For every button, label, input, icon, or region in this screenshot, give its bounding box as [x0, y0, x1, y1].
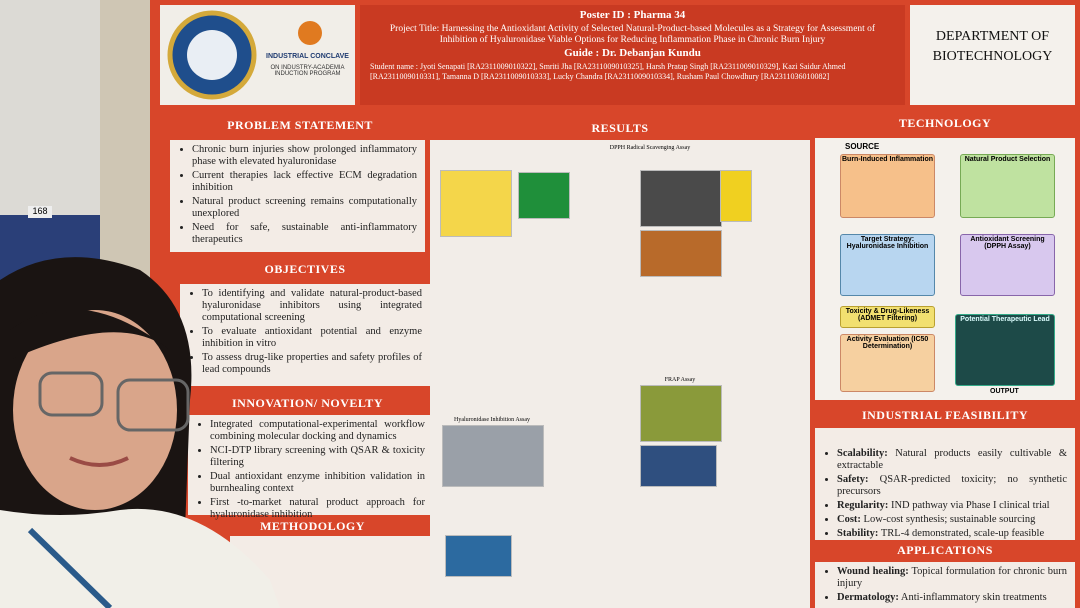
problem-list: Chronic burn injuries show prolonged inf… — [178, 144, 417, 246]
figure — [640, 170, 722, 227]
feasibility-list: Scalability: Natural products easily cul… — [823, 448, 1067, 540]
title-panel: Poster ID : Pharma 34 Project Title: Har… — [360, 5, 905, 105]
objectives-box: To identifying and validate natural-prod… — [180, 284, 430, 386]
tech-step: Natural Product Selection — [960, 154, 1055, 218]
tech-step: Toxicity & Drug-Likeness (ADMET Filterin… — [840, 306, 935, 328]
list-item: Scalability: Natural products easily cul… — [837, 448, 1067, 472]
tech-step: Potential Therapeutic Lead — [955, 314, 1055, 386]
list-item: To assess drug-like properties and safet… — [202, 352, 422, 376]
glasses — [38, 371, 104, 417]
section-title: OBJECTIVES — [264, 262, 346, 276]
item-text: TRL-4 demonstrated, scale-up feasible — [878, 528, 1045, 539]
item-term: Wound healing: — [837, 566, 909, 577]
source-label: SOURCE — [845, 142, 880, 151]
figure — [640, 385, 722, 442]
department: DEPARTMENT OF BIOTECHNOLOGY — [910, 5, 1075, 105]
section-title: INDUSTRIAL FEASIBILITY — [861, 408, 1029, 422]
innovation-list: Integrated computational-experimental wo… — [196, 419, 425, 521]
item-text: IND pathway via Phase I clinical trial — [888, 500, 1050, 511]
list-item: To evaluate antioxidant potential and en… — [202, 326, 422, 350]
fringe — [10, 309, 170, 360]
tech-step: Target Strategy: Hyaluronidase Inhibitio… — [840, 234, 935, 296]
logo-inner — [187, 30, 237, 80]
item-text: Topical formulation for chronic burn inj… — [837, 566, 1067, 589]
list-item: To identifying and validate natural-prod… — [202, 288, 422, 324]
face — [13, 310, 177, 510]
figure — [442, 425, 544, 487]
item-text: Natural products easily cultivable & ext… — [837, 448, 1067, 471]
list-item: Dermatology: Anti-inflammatory skin trea… — [837, 592, 1067, 604]
result-label: DPPH Radical Scavenging Assay — [609, 145, 691, 151]
list-item: Dual antioxidant enzyme inhibition valid… — [210, 471, 425, 495]
section-title: INNOVATION/ NOVELTY — [232, 396, 383, 410]
smile — [69, 456, 129, 467]
applications-list: Wound healing: Topical formulation for c… — [823, 566, 1067, 604]
board-number: 168 — [28, 206, 52, 218]
list-item: Integrated computational-experimental wo… — [210, 419, 425, 443]
guide: Guide : Dr. Debanjan Kundu — [564, 47, 701, 59]
item-term: Scalability: — [837, 448, 888, 459]
logo-subtext: ON INDUSTRY-ACADEMIA INDUCTION PROGRAM — [270, 65, 345, 77]
logo-panel: INDUSTRIAL CONCLAVE ON INDUSTRY-ACADEMIA… — [160, 5, 355, 105]
feasibility-box: Scalability: Natural products easily cul… — [815, 428, 1075, 540]
logo-graphics — [167, 10, 322, 100]
students: Student name : Jyoti Senapati [RA2311009… — [370, 62, 846, 81]
project-title: Project Title: Harnessing the Antioxidan… — [389, 24, 876, 45]
list-item: Need for safe, sustainable anti-inflamma… — [192, 222, 417, 246]
section-title: TECHNOLOGY — [898, 116, 992, 130]
figure — [640, 230, 722, 277]
item-text: Low-cost synthesis; sustainable sourcing — [860, 514, 1036, 525]
item-term: Safety: — [837, 474, 869, 485]
section-title: PROBLEM STATEMENT — [227, 118, 373, 132]
figure — [445, 535, 512, 577]
section-title: METHODOLOGY — [260, 519, 365, 533]
result-label: Hyaluronidase Inhibition Assay — [454, 417, 530, 423]
section-title: RESULTS — [591, 121, 649, 135]
result-label: FRAP Assay — [664, 377, 696, 383]
list-item: Wound healing: Topical formulation for c… — [837, 566, 1067, 590]
list-item: Chronic burn injuries show prolonged inf… — [192, 144, 417, 168]
item-term: Stability: — [837, 528, 879, 539]
tech-step: Activity Evaluation (IC50 Determination) — [840, 334, 935, 392]
section-title: APPLICATIONS — [897, 543, 993, 557]
person — [0, 257, 280, 608]
list-item: First -to-market natural product approac… — [210, 497, 425, 521]
figure — [440, 170, 512, 237]
results-panel: DPPH Radical Scavenging Assay FRAP Assay… — [430, 140, 810, 608]
objectives-list: To identifying and validate natural-prod… — [188, 288, 422, 376]
list-item: Cost: Low-cost synthesis; sustainable so… — [837, 514, 1067, 526]
lanyard — [27, 527, 113, 608]
tech-step: Burn-Induced Inflammation — [840, 154, 935, 218]
list-item: Safety: QSAR-predicted toxicity; no synt… — [837, 474, 1067, 498]
glasses — [116, 378, 190, 432]
tech-step: Antioxidant Screening (DPPH Assay) — [960, 234, 1055, 296]
item-term: Cost: — [837, 514, 861, 525]
logo-text: INDUSTRIAL CONCLAVE — [266, 53, 349, 60]
figure — [640, 445, 717, 487]
item-term: Dermatology: — [837, 592, 899, 603]
list-item: NCI-DTP library screening with QSAR & to… — [210, 445, 425, 469]
item-term: Regularity: — [837, 500, 889, 511]
figure — [518, 172, 570, 219]
list-item: Natural product screening remains comput… — [192, 196, 417, 220]
output-label: OUTPUT — [990, 388, 1019, 395]
technology-panel: SOURCE Burn-Induced Inflammation Natural… — [815, 138, 1075, 400]
item-text: QSAR-predicted toxicity; no synthetic pr… — [837, 474, 1067, 497]
poster-id: Poster ID : Pharma 34 — [579, 9, 686, 21]
problem-box: Chronic burn injuries show prolonged inf… — [170, 140, 425, 252]
conclave-logo — [298, 21, 322, 45]
list-item: Current therapies lack effective ECM deg… — [192, 170, 417, 194]
list-item: Regularity: IND pathway via Phase I clin… — [837, 500, 1067, 512]
list-item: Stability: TRL-4 demonstrated, scale-up … — [837, 528, 1067, 540]
item-text: Anti-inflammatory skin treatments — [898, 592, 1047, 603]
figure — [720, 170, 752, 222]
shirt — [0, 508, 280, 608]
innovation-box: Integrated computational-experimental wo… — [188, 415, 433, 520]
applications-box: Wound healing: Topical formulation for c… — [815, 562, 1075, 608]
